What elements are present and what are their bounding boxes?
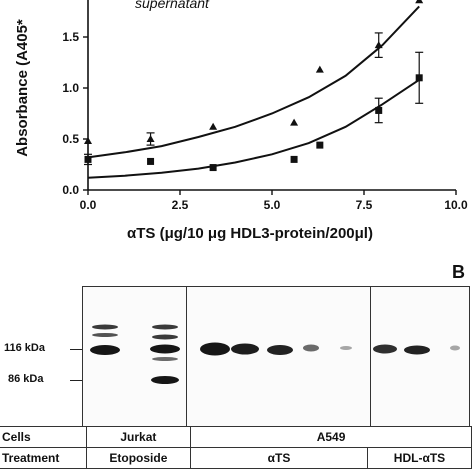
band-a549: [200, 342, 230, 356]
marker-86-tick: [70, 380, 82, 381]
cell-jurkat: Jurkat: [85, 426, 192, 448]
triangle-point: [315, 65, 324, 73]
band-a549: [267, 345, 293, 355]
fit-curve: [87, 78, 420, 179]
triangle-point: [209, 122, 218, 130]
square-point: [316, 141, 324, 149]
marker-86: 86 kDa: [8, 373, 44, 385]
cell-hdl-ats: HDL-αTS: [366, 447, 473, 469]
band-jurkat: [92, 333, 118, 337]
triangle-point: [84, 137, 92, 145]
square-point: [147, 157, 155, 165]
triangle-point: [374, 41, 383, 49]
chart-axes: 0.0 2.5 5.0 7.5 10.0 0.0 0.5 1.0 1.5: [62, 0, 468, 212]
band-hdl-ats: [450, 345, 460, 351]
x-tick-label: 2.5: [172, 198, 189, 212]
cell-etoposide: Etoposide: [85, 447, 192, 469]
y-tick-label: 1.5: [62, 30, 79, 44]
band-a549: [340, 346, 352, 350]
marker-116: 116 kDa: [4, 342, 45, 354]
x-tick-label: 7.5: [356, 198, 373, 212]
cell-a549: A549: [190, 426, 472, 448]
blot-divider: [186, 286, 187, 426]
scatter-chart: 0.0 2.5 5.0 7.5 10.0 0.0 0.5 1.0 1.5 supernatant…: [14, 0, 468, 242]
square-point: [290, 155, 298, 163]
y-tick-label: 1.0: [62, 81, 79, 95]
square-point: [209, 164, 217, 172]
y-tick-label: 0.5: [62, 132, 79, 146]
triangle-point: [415, 0, 424, 4]
band-jurkat: [90, 345, 120, 355]
band-jurkat: [150, 344, 180, 354]
blot-bands: [90, 324, 460, 384]
marker-116-tick: [70, 349, 82, 350]
overlay-label: supernatant: [135, 0, 210, 11]
band-hdl-ats: [373, 344, 397, 354]
western-blot: [82, 286, 470, 427]
row-head-treatment: Treatment: [0, 447, 87, 469]
triangle-point: [146, 135, 155, 142]
y-axis-title: Absorbance (A405*: [14, 19, 31, 157]
panel-letter: B: [452, 262, 465, 282]
fit-curve: [87, 5, 420, 159]
band-jurkat: [152, 324, 178, 330]
data-points: [84, 0, 424, 172]
blot-divider: [370, 286, 371, 426]
cell-ats: αTS: [190, 447, 368, 469]
band-jurkat: [152, 334, 178, 340]
square-point: [84, 155, 92, 163]
band-a549: [231, 343, 259, 355]
x-tick-label: 5.0: [264, 198, 281, 212]
band-jurkat: [151, 376, 179, 384]
y-tick-label: 0.0: [62, 183, 79, 197]
row-head-cells: Cells: [0, 426, 87, 448]
band-a549: [303, 344, 319, 352]
band-hdl-ats: [404, 345, 430, 355]
square-point: [375, 106, 383, 114]
x-axis-title: αTS (μg/10 μg HDL3-protein/200μl): [127, 225, 373, 242]
square-point: [415, 74, 423, 82]
band-jurkat: [92, 324, 118, 330]
x-tick-label: 0.0: [80, 198, 97, 212]
fit-curves: [87, 5, 420, 179]
x-tick-label: 10.0: [444, 198, 468, 212]
band-jurkat: [152, 357, 178, 361]
triangle-point: [290, 118, 299, 126]
blot-legend-table: Cells Jurkat A549 Treatment Etoposide αT…: [0, 426, 473, 469]
